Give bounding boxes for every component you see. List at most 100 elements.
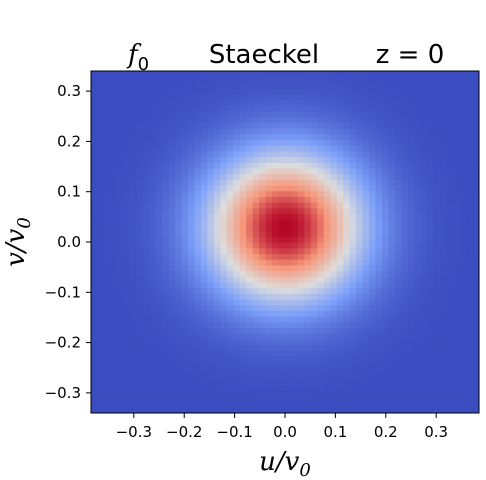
heatmap-cell: [394, 185, 402, 192]
heatmap-cell: [317, 116, 325, 123]
heatmap-cell: [252, 287, 260, 294]
heatmap-cell: [246, 219, 254, 226]
heatmap-cell: [356, 76, 364, 83]
heatmap-cell: [440, 361, 448, 368]
heatmap-cell: [181, 344, 189, 351]
heatmap-cell: [213, 128, 221, 135]
heatmap-cell: [239, 230, 247, 237]
heatmap-cell: [272, 356, 280, 363]
heatmap-cell: [123, 88, 131, 95]
heatmap-cell: [323, 264, 331, 272]
heatmap-cell: [323, 247, 331, 254]
heatmap-cell: [297, 395, 305, 403]
heatmap-cell: [181, 367, 189, 374]
heatmap-cell: [233, 185, 241, 192]
heatmap-cell: [116, 270, 124, 277]
heatmap-cell: [310, 281, 318, 289]
heatmap-cell: [136, 202, 144, 209]
heatmap-cell: [175, 230, 183, 237]
heatmap-cell: [181, 264, 189, 272]
heatmap-cell: [97, 179, 105, 186]
heatmap-cell: [175, 173, 183, 180]
heatmap-cell: [136, 133, 144, 140]
heatmap-cell: [233, 190, 241, 197]
heatmap-cell: [123, 116, 131, 123]
heatmap-cell: [362, 276, 370, 283]
heatmap-cell: [175, 145, 183, 152]
heatmap-cell: [162, 242, 170, 249]
heatmap-cell: [466, 162, 474, 169]
heatmap-cell: [220, 76, 228, 83]
heatmap-cell: [343, 71, 351, 78]
heatmap-cell: [388, 310, 396, 317]
heatmap-cell: [97, 367, 105, 374]
heatmap-cell: [336, 350, 344, 357]
heatmap-cell: [91, 356, 99, 363]
heatmap-cell: [239, 378, 247, 386]
heatmap-cell: [459, 156, 467, 163]
heatmap-cell: [382, 167, 390, 175]
heatmap-cell: [91, 105, 99, 112]
heatmap-cell: [188, 150, 196, 158]
heatmap-cell: [466, 236, 474, 243]
heatmap-cell: [414, 122, 422, 129]
heatmap-cell: [375, 350, 383, 357]
heatmap-cell: [472, 378, 479, 386]
heatmap-cell: [188, 310, 196, 317]
heatmap-cell: [356, 378, 364, 386]
heatmap-cell: [246, 76, 254, 83]
heatmap-cell: [369, 179, 377, 186]
heatmap-cell: [129, 99, 137, 106]
heatmap-cell: [194, 88, 202, 95]
heatmap-cell: [343, 236, 351, 243]
heatmap-cell: [142, 93, 150, 101]
heatmap-cell: [129, 122, 137, 129]
heatmap-cell: [459, 105, 467, 112]
heatmap-cell: [401, 133, 409, 140]
heatmap-cell: [116, 384, 124, 391]
heatmap-cell: [239, 213, 247, 220]
heatmap-cell: [103, 179, 111, 186]
heatmap-cell: [394, 145, 402, 152]
heatmap-cell: [401, 259, 409, 266]
heatmap-cell: [168, 356, 176, 363]
heatmap-cell: [136, 356, 144, 363]
heatmap-cell: [278, 116, 286, 123]
heatmap-cell: [401, 281, 409, 289]
heatmap-cell: [226, 122, 234, 129]
heatmap-cell: [175, 190, 183, 197]
heatmap-cell: [207, 367, 215, 374]
heatmap-cell: [278, 390, 286, 397]
heatmap-cell: [323, 242, 331, 249]
heatmap-cell: [291, 259, 299, 266]
heatmap-cell: [323, 293, 331, 300]
heatmap-cell: [239, 128, 247, 135]
heatmap-cell: [310, 378, 318, 386]
heatmap-cell: [265, 82, 273, 89]
heatmap-cell: [388, 93, 396, 101]
heatmap-cell: [259, 219, 267, 226]
heatmap-cell: [343, 179, 351, 186]
heatmap-cell: [291, 407, 299, 413]
heatmap-cell: [136, 150, 144, 158]
heatmap-cell: [252, 276, 260, 283]
heatmap-cell: [155, 344, 163, 351]
heatmap-cell: [304, 259, 312, 266]
heatmap-cell: [194, 321, 202, 329]
heatmap-cell: [394, 219, 402, 226]
heatmap-cell: [472, 207, 479, 215]
heatmap-cell: [181, 167, 189, 175]
heatmap-cell: [116, 133, 124, 140]
heatmap-cell: [226, 167, 234, 175]
heatmap-cell: [278, 350, 286, 357]
heatmap-cell: [401, 242, 409, 249]
heatmap-cell: [123, 356, 131, 363]
heatmap-cell: [420, 350, 428, 357]
heatmap-cell: [129, 310, 137, 317]
heatmap-cell: [194, 350, 202, 357]
heatmap-cell: [259, 105, 267, 112]
heatmap-cell: [375, 202, 383, 209]
heatmap-cell: [233, 270, 241, 277]
heatmap-cell: [401, 316, 409, 323]
heatmap-cell: [252, 82, 260, 89]
